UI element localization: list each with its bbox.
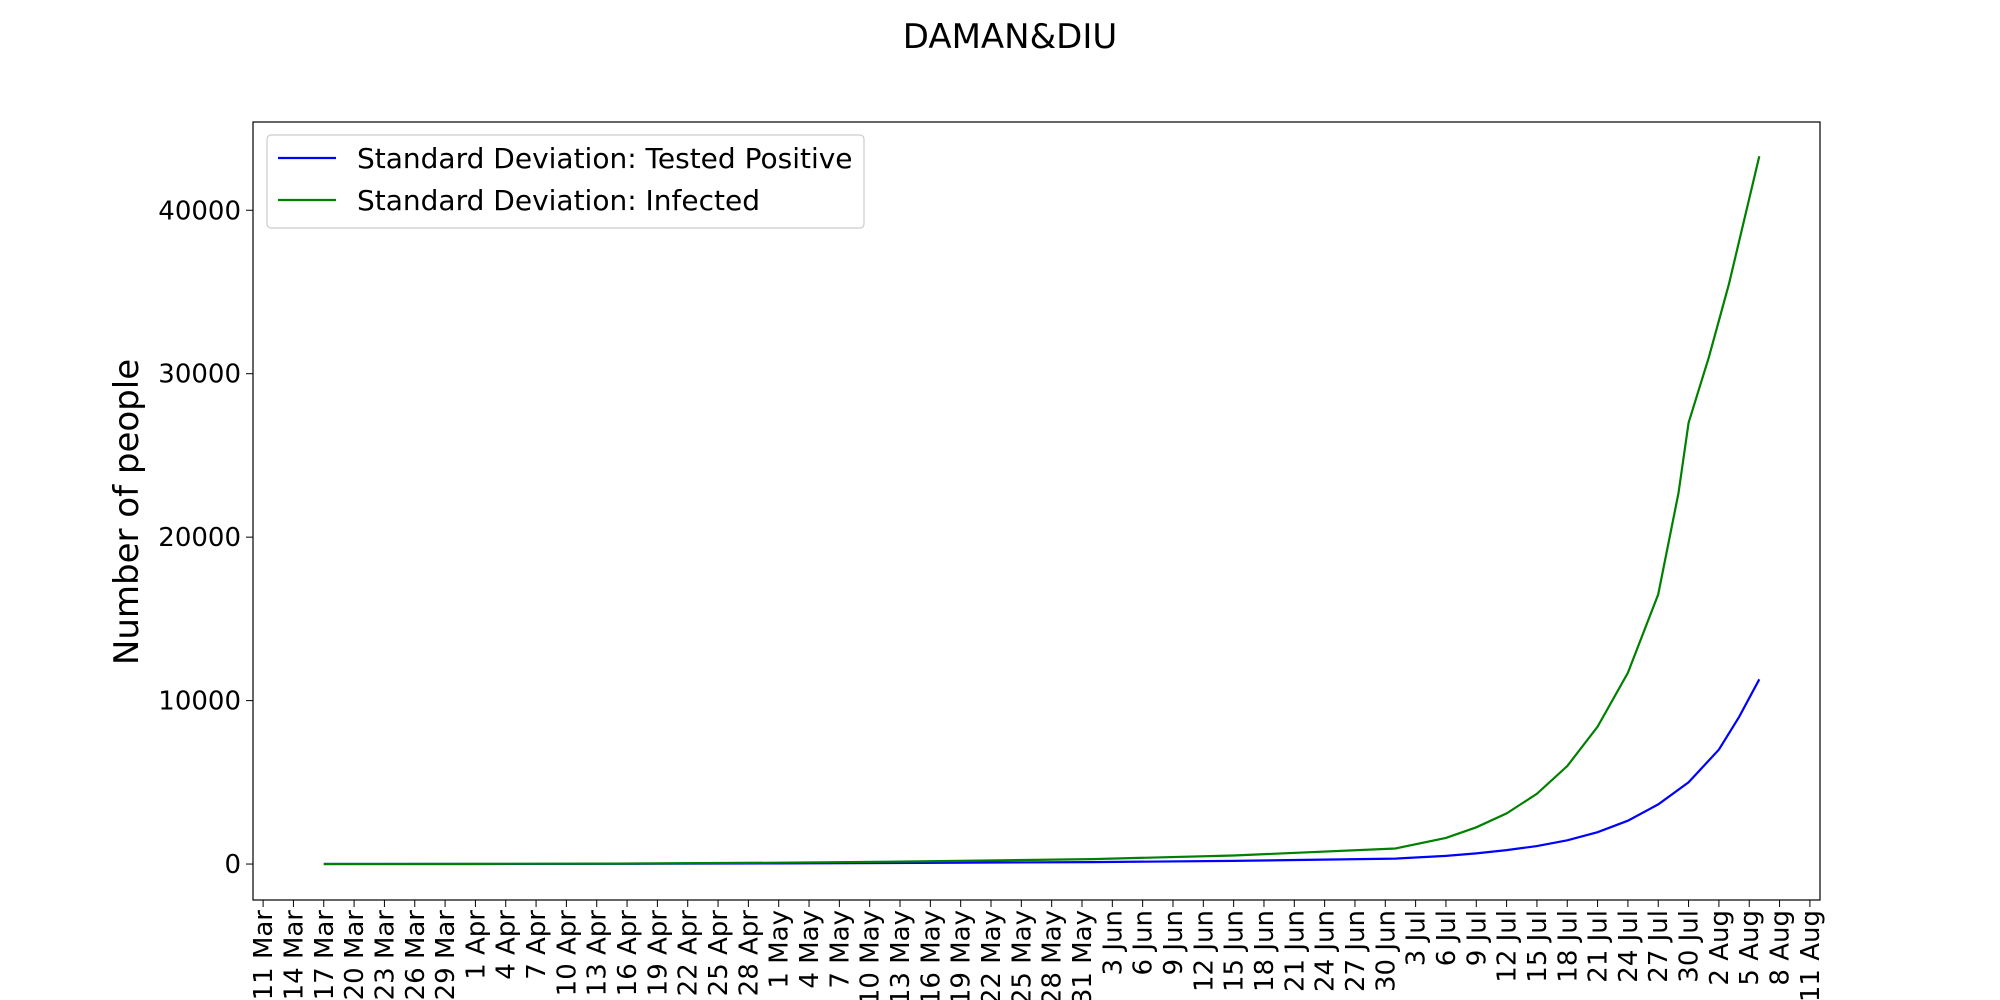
legend-box [266, 134, 865, 229]
x-tick-label: 15 Jun [1220, 910, 1250, 992]
x-tick-label: 25 May [1007, 910, 1037, 1000]
x-tick-label: 27 Jun [1341, 910, 1371, 992]
x-tick-label: 15 Jul [1523, 910, 1553, 983]
x-tick-label: 18 Jul [1553, 910, 1583, 983]
legend-label-1: Standard Deviation: Tested Positive [357, 142, 853, 175]
x-tick-label: 18 Jun [1250, 910, 1280, 992]
y-tick-label: 10000 [158, 687, 241, 717]
y-tick-label: 20000 [158, 523, 241, 553]
x-tick-label: 24 Jul [1614, 910, 1644, 983]
x-tick-label: 10 May [856, 910, 886, 1000]
y-tick-label: 40000 [158, 196, 241, 226]
x-tick-label: 24 Jun [1311, 910, 1341, 992]
x-tick-label: 7 Apr [522, 910, 552, 980]
x-tick-label: 1 May [765, 910, 795, 989]
x-tick-label: 8 Aug [1766, 910, 1796, 986]
x-tick-label: 11 Aug [1796, 910, 1826, 1000]
x-tick-label: 12 Jul [1493, 910, 1523, 983]
x-tick-label: 19 Apr [643, 910, 673, 997]
x-tick-label: 13 May [886, 910, 916, 1000]
x-tick-label: 9 Jun [1159, 910, 1189, 975]
x-tick-label: 3 Jul [1402, 910, 1432, 966]
x-tick-label: 20 Mar [340, 910, 370, 1000]
x-tick-label: 29 Mar [431, 910, 461, 1000]
x-tick-label: 22 Apr [674, 910, 704, 997]
x-tick-label: 19 May [947, 910, 977, 1000]
x-tick-label: 3 Jun [1098, 910, 1128, 975]
series-group [323, 156, 1761, 866]
x-tick-label: 6 Jul [1432, 910, 1462, 966]
x-tick-label: 17 Mar [310, 910, 340, 1000]
x-tick-label: 30 Jun [1371, 910, 1401, 992]
x-tick-label: 5 Aug [1735, 910, 1765, 986]
legend-label-2: Standard Deviation: Infected [357, 184, 760, 217]
legend: Standard Deviation: Tested Positive Stand… [266, 134, 865, 229]
x-tick-label: 2 Aug [1705, 910, 1735, 986]
x-tick-label: 13 Apr [583, 910, 613, 997]
x-tick-label: 16 Apr [613, 910, 643, 997]
x-tick-label: 1 Apr [461, 910, 491, 980]
x-tick-label: 22 May [977, 910, 1007, 1000]
y-tick-label: 30000 [158, 360, 241, 390]
x-tick-label: 12 Jun [1189, 910, 1219, 992]
x-tick-label: 28 May [1038, 910, 1068, 1000]
x-tick-label: 7 May [825, 910, 855, 989]
x-tick-label: 4 May [795, 910, 825, 989]
series-line-1 [323, 678, 1761, 866]
x-tick-label: 21 Jun [1280, 910, 1310, 992]
x-tick-label: 27 Jul [1644, 910, 1674, 983]
x-tick-label: 6 Jun [1129, 910, 1159, 975]
x-tick-label: 11 Mar [249, 910, 279, 1000]
x-tick-label: 31 May [1068, 910, 1098, 1000]
x-tick-label: 25 Apr [704, 910, 734, 997]
x-tick-label: 23 Mar [370, 910, 400, 1000]
x-tick-label: 28 Apr [734, 910, 764, 997]
plot-area [252, 121, 1821, 901]
chart-title: DAMAN&DIU [903, 17, 1117, 57]
y-axis-label: Number of people [107, 359, 147, 665]
x-tick-label: 10 Apr [552, 910, 582, 997]
x-axis: 11 Mar 14 Mar 17 Mar 20 Mar 23 Mar 26 Mar 29 M… [249, 900, 1826, 1000]
plot-frame [252, 121, 1821, 901]
x-tick-label: 16 May [916, 910, 946, 1000]
x-tick-label: 4 Apr [492, 910, 522, 980]
y-axis: 0 10000 20000 30000 40000 [158, 196, 253, 880]
x-tick-label: 21 Jul [1584, 910, 1614, 983]
y-tick-label: 0 [224, 850, 241, 880]
x-tick-label: 30 Jul [1675, 910, 1705, 983]
x-tick-label: 26 Mar [401, 910, 431, 1000]
x-tick-label: 9 Jul [1462, 910, 1492, 966]
series-line-2 [323, 156, 1761, 866]
x-tick-label: 14 Mar [279, 910, 309, 1000]
